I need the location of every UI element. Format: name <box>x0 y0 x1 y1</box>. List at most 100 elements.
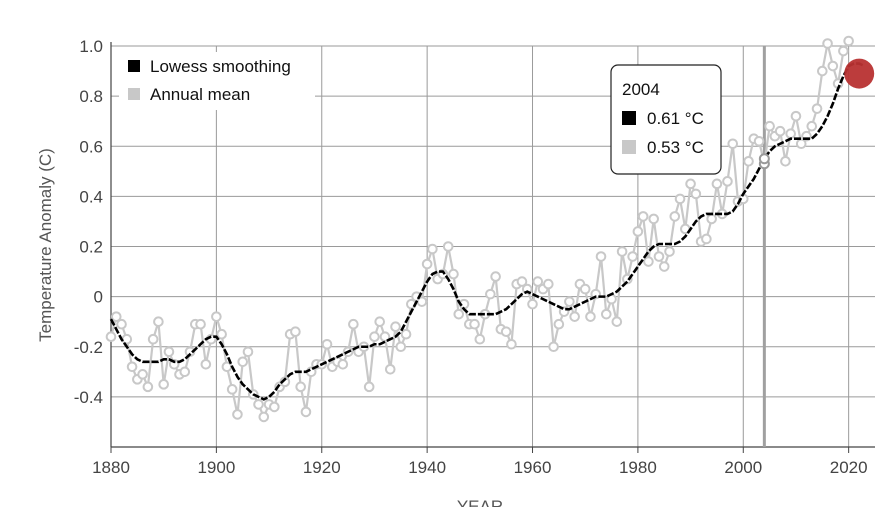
legend-swatch <box>128 60 140 72</box>
annual-mean-point <box>643 256 654 267</box>
annual-mean-point <box>427 243 438 255</box>
annual-mean-point <box>595 251 607 262</box>
annual-mean-point <box>500 326 512 338</box>
annual-mean-point <box>664 246 675 257</box>
y-tick-label: -0.2 <box>74 338 103 357</box>
x-tick-label: 1880 <box>92 458 130 477</box>
annual-mean-point <box>579 283 591 295</box>
series-layer <box>105 35 875 447</box>
annual-mean-point <box>453 308 465 320</box>
annual-mean-point <box>226 384 238 395</box>
tooltip-value: 0.53 °C <box>647 138 704 157</box>
y-tick-label: 1.0 <box>79 37 103 56</box>
legend-label: Annual mean <box>150 85 250 104</box>
annual-mean-point <box>843 35 854 47</box>
annual-mean-point <box>790 110 802 122</box>
annual-mean-point <box>110 311 122 322</box>
annual-mean-point <box>585 311 596 322</box>
annual-mean-point <box>448 268 459 280</box>
annual-mean-point <box>158 379 169 390</box>
annual-mean-point <box>163 346 175 358</box>
annual-mean-point <box>817 65 828 77</box>
annual-mean-point <box>658 261 670 272</box>
annual-mean-point <box>506 338 517 350</box>
annual-mean-point <box>616 246 628 257</box>
tooltip-swatch <box>622 111 636 125</box>
annual-mean-point <box>600 308 612 320</box>
annual-mean-point <box>637 211 649 222</box>
annual-mean-point <box>706 213 717 225</box>
annual-mean-point <box>211 311 222 322</box>
annual-mean-point <box>337 358 349 370</box>
annual-mean-point <box>822 38 833 49</box>
x-tick-label: 1940 <box>408 458 446 477</box>
annual-mean-point <box>179 366 191 378</box>
annual-mean-point <box>722 176 733 187</box>
y-tick-label: 0.8 <box>79 87 103 106</box>
legend-swatch <box>128 88 140 100</box>
annual-mean-point <box>785 128 796 140</box>
y-tick-label: 0.4 <box>79 187 103 206</box>
annual-mean-point <box>827 60 839 72</box>
annual-mean-point <box>743 155 754 167</box>
annual-mean-point <box>753 135 765 147</box>
legend-label: Lowess smoothing <box>150 57 291 76</box>
tooltip-title: 2004 <box>622 80 660 99</box>
annual-mean-point <box>711 178 723 190</box>
tooltip-value: 0.61 °C <box>647 109 704 128</box>
annual-mean-point <box>142 381 154 393</box>
annual-mean-point <box>553 318 565 330</box>
annual-mean-point <box>795 138 807 150</box>
annual-mean-point <box>701 233 712 245</box>
annual-mean-point <box>258 411 270 423</box>
annual-mean-point <box>421 258 433 270</box>
annual-mean-point <box>564 296 575 307</box>
annual-mean-point <box>137 369 148 380</box>
annual-mean-point <box>269 401 280 413</box>
annual-mean-point <box>774 125 786 137</box>
overlay-layer: Lowess smoothing Annual mean 2004 0.61 °C 0.… <box>119 52 722 175</box>
x-axis-title: YEAR <box>457 497 503 507</box>
annual-mean-point <box>838 45 849 57</box>
hover-point-lowess <box>758 153 770 165</box>
annual-mean-point <box>374 316 386 327</box>
annual-mean-point <box>442 241 454 252</box>
annual-mean-point <box>669 211 681 222</box>
annual-mean-point <box>569 311 580 322</box>
annual-mean-point <box>811 103 823 114</box>
annual-mean-point <box>780 155 791 167</box>
annual-mean-point <box>469 318 480 330</box>
x-tick-label: 1900 <box>197 458 235 477</box>
annual-mean-point <box>474 333 486 345</box>
tooltip-swatch <box>622 140 636 154</box>
annual-mean-point <box>543 278 554 290</box>
annual-mean-point <box>490 271 501 282</box>
annual-mean-point <box>253 399 264 410</box>
annual-mean-point <box>400 328 412 340</box>
y-tick-label: 0 <box>94 288 103 307</box>
annual-mean-point <box>690 188 702 200</box>
annual-mean-point <box>153 316 164 327</box>
annual-mean-point <box>384 364 396 375</box>
annual-mean-point <box>685 178 696 190</box>
annual-mean-point <box>290 326 301 338</box>
annual-mean-point <box>516 276 528 287</box>
annual-mean-point <box>527 298 538 310</box>
annual-mean-point <box>121 333 133 345</box>
annual-mean-point <box>674 193 686 205</box>
y-tick-label: 0.2 <box>79 238 103 257</box>
annual-mean-point <box>548 341 559 353</box>
annual-mean-point <box>727 138 739 150</box>
x-tick-label: 1980 <box>619 458 657 477</box>
x-tick-label: 1920 <box>303 458 341 477</box>
annual-mean-point <box>395 341 407 353</box>
annual-mean-point <box>147 333 159 345</box>
annual-mean-point <box>653 251 665 262</box>
annual-mean-point <box>363 381 375 393</box>
annual-mean-point <box>611 316 623 327</box>
annual-mean-point <box>648 213 660 225</box>
annual-mean-point <box>295 381 306 393</box>
annual-mean-point <box>300 406 312 418</box>
lowess-smoothing-line <box>109 62 866 401</box>
